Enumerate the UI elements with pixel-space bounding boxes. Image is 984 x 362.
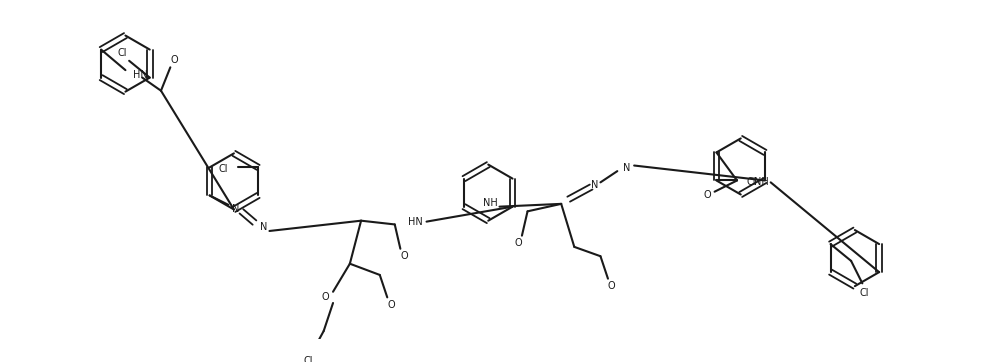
Text: Cl: Cl	[218, 164, 228, 174]
Text: O: O	[170, 55, 178, 65]
Text: NH: NH	[483, 198, 498, 208]
Text: O: O	[387, 300, 395, 310]
Text: O: O	[704, 190, 710, 201]
Text: O: O	[608, 281, 616, 291]
Text: Cl: Cl	[859, 288, 869, 298]
Text: N: N	[591, 180, 598, 190]
Text: O: O	[400, 251, 408, 261]
Text: N: N	[260, 222, 268, 232]
Text: HN: HN	[408, 216, 423, 227]
Text: N: N	[623, 163, 631, 173]
Text: N: N	[232, 203, 239, 214]
Text: Cl: Cl	[304, 356, 314, 362]
Text: Cl: Cl	[118, 48, 127, 58]
Text: O: O	[322, 292, 330, 302]
Text: HN: HN	[133, 70, 148, 80]
Text: NH: NH	[754, 177, 769, 188]
Text: Cl: Cl	[747, 177, 756, 188]
Text: O: O	[515, 238, 522, 248]
